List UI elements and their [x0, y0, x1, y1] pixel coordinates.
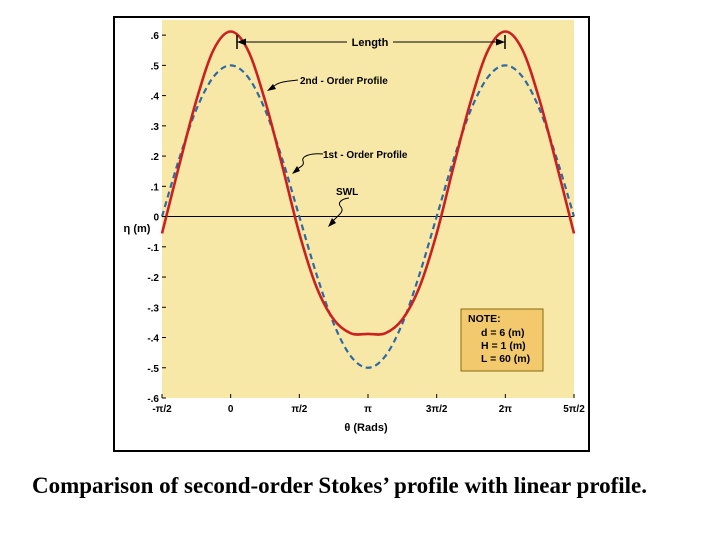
tick-layer: .6 .5 .4 .3 .2 .1 0 -.1 -.2 -.3 -.4 -.5 -.6-π/2 0 π/2 π…	[147, 31, 585, 415]
note-line-h: H = 1 (m)	[481, 340, 526, 352]
note-title: NOTE:	[468, 313, 501, 325]
second-order-label: 2nd - Order Profile	[300, 76, 388, 87]
series-layer	[160, 30, 576, 369]
figure-frame: .6 .5 .4 .3 .2 .1 0 -.1 -.2 -.3 -.4 -.5 -.6 -π/2 0 π/2 π…	[113, 16, 590, 452]
note-l-key: L	[481, 353, 488, 365]
note-d-value: = 6 (m)	[487, 327, 524, 339]
y-tick-label: .3	[151, 122, 160, 133]
note-box: NOTE: d = 6 (m) H = 1 (m) L = 60 (m)	[460, 308, 544, 372]
x-tick-label: π/2	[291, 404, 307, 415]
second-order-profile-line	[160, 30, 576, 336]
x-tick-label: 3π/2	[426, 404, 448, 415]
x-tick-label: 0	[228, 404, 234, 415]
x-tick-label: 5π/2	[563, 404, 585, 415]
note-line-d: d = 6 (m)	[481, 327, 524, 339]
x-tick-label: 2π	[499, 404, 513, 415]
y-tick-label: -.1	[147, 243, 159, 254]
y-tick-label: .4	[151, 92, 160, 103]
note-line-l: L = 60 (m)	[481, 353, 530, 365]
note-h-key: H	[481, 340, 489, 352]
swl-label: SWL	[336, 187, 358, 198]
first-order-profile-line	[160, 64, 576, 369]
swl-callout: SWL	[328, 187, 358, 227]
wave-profile-chart: .6 .5 .4 .3 .2 .1 0 -.1 -.2 -.3 -.4 -.5 -.6-π/2 0 π/2 π…	[124, 20, 585, 434]
y-tick-label: .5	[151, 61, 160, 72]
figure-caption: Comparison of second-order Stokes’ profi…	[32, 473, 648, 498]
y-axis-label: η (m)	[124, 223, 151, 235]
swl-arrowhead	[328, 218, 336, 227]
length-right-arrowhead	[496, 38, 505, 46]
length-label-background	[347, 34, 393, 49]
y-tick-label: .2	[151, 152, 160, 163]
second-order-leader	[270, 79, 299, 89]
x-tick-label: π	[364, 404, 372, 415]
first-order-arrowhead	[292, 166, 300, 174]
y-tick-label: -.6	[147, 394, 159, 405]
first-order-callout: 1st - Order Profile	[292, 150, 408, 174]
length-left-arrowhead	[237, 38, 246, 46]
length-annotation: Length	[236, 34, 506, 49]
first-order-label: 1st - Order Profile	[323, 150, 408, 161]
y-tick-label: .1	[151, 182, 160, 193]
first-order-leader	[295, 153, 324, 171]
second-order-arrowhead	[267, 84, 276, 91]
length-label: Length	[352, 37, 389, 49]
x-tick-label: -π/2	[152, 404, 172, 415]
second-order-callout: 2nd - Order Profile	[267, 76, 388, 91]
x-axis-label: θ (Rads)	[344, 422, 388, 434]
note-d-key: d	[481, 327, 487, 339]
note-l-value: = 60 (m)	[487, 353, 530, 365]
y-tick-label: -.5	[147, 364, 159, 375]
y-tick-label: -.2	[147, 273, 159, 284]
y-tick-label: .6	[151, 31, 160, 42]
y-tick-label: -.3	[147, 303, 159, 314]
note-h-value: = 1 (m)	[489, 340, 526, 352]
y-tick-label: 0	[153, 213, 159, 224]
y-tick-label: -.4	[147, 334, 159, 345]
swl-leader	[331, 197, 350, 223]
note-box-background	[460, 308, 544, 372]
